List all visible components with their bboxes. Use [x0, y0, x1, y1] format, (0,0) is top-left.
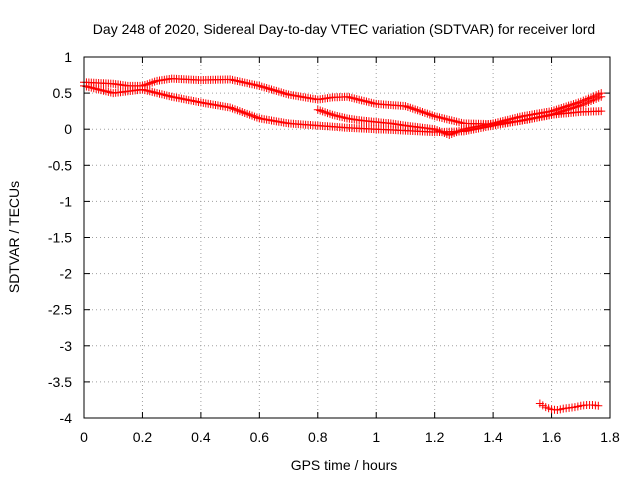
data-point-arc-3 [597, 89, 606, 98]
grid-lines [84, 57, 610, 418]
plot-frame [83, 56, 611, 419]
y-tick-label: -2 [60, 266, 73, 282]
y-tick-label: -2.5 [48, 302, 72, 318]
y-tick-label: 0 [64, 121, 72, 137]
y-tick-label: -1.5 [48, 230, 72, 246]
data-points [80, 74, 606, 415]
x-tick-label: 0.4 [191, 429, 211, 445]
chart-title: Day 248 of 2020, Sidereal Day-to-day VTE… [93, 21, 595, 37]
x-tick-label: 0 [80, 429, 88, 445]
x-tick-label: 0.6 [250, 429, 270, 445]
data-point-arc-4 [594, 401, 603, 410]
y-tick-label: -4 [60, 410, 73, 426]
x-tick-label: 0.8 [308, 429, 328, 445]
y-tick-label: 1 [64, 49, 72, 65]
x-tick-label: 1.8 [600, 429, 620, 445]
x-tick-label: 1.4 [483, 429, 503, 445]
y-tick-label: -0.5 [48, 157, 72, 173]
y-tick-label: -3 [60, 338, 73, 354]
x-tick-label: 1.2 [425, 429, 445, 445]
data-point-arc-1 [597, 107, 606, 116]
axis-ticks: 0 0.2 0.4 0.6 0.8 1 1.2 1.4 1.6 1.8 1 0.5 0 -0.5 -1 -1.… [48, 49, 620, 445]
y-axis-label: SDTVAR / TECUs [6, 181, 22, 293]
x-tick-label: 1.6 [542, 429, 562, 445]
y-tick-label: -1 [60, 193, 73, 209]
y-tick-label: 0.5 [53, 85, 73, 101]
x-tick-label: 1 [372, 429, 380, 445]
x-tick-label: 0.2 [133, 429, 153, 445]
y-tick-label: -3.5 [48, 374, 72, 390]
x-axis-label: GPS time / hours [291, 457, 398, 473]
